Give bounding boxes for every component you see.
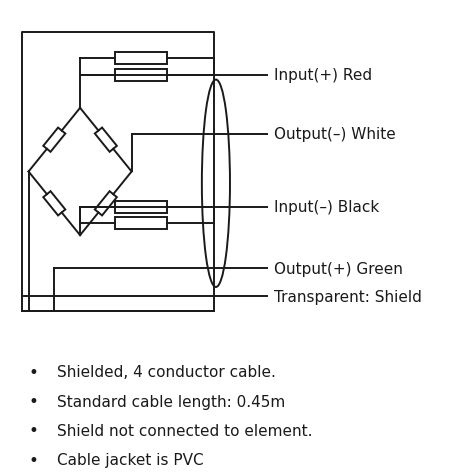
Bar: [115, 70, 167, 81]
Text: Input(+) Red: Input(+) Red: [274, 68, 373, 83]
Text: Standard cable length: 0.45m: Standard cable length: 0.45m: [57, 394, 285, 409]
Text: Input(–) Black: Input(–) Black: [274, 200, 380, 215]
Text: •: •: [28, 451, 38, 468]
Bar: [115, 53, 167, 65]
Text: Shielded, 4 conductor cable.: Shielded, 4 conductor cable.: [57, 365, 275, 379]
Text: Output(–) White: Output(–) White: [274, 127, 396, 142]
Text: Shield not connected to element.: Shield not connected to element.: [57, 423, 312, 438]
Text: •: •: [28, 363, 38, 381]
Bar: [115, 201, 167, 213]
Text: •: •: [28, 421, 38, 439]
Text: Cable jacket is PVC: Cable jacket is PVC: [57, 452, 203, 467]
Text: Output(+) Green: Output(+) Green: [274, 261, 403, 276]
Text: Transparent: Shield: Transparent: Shield: [274, 289, 422, 304]
Text: •: •: [28, 392, 38, 410]
Bar: [115, 218, 167, 230]
